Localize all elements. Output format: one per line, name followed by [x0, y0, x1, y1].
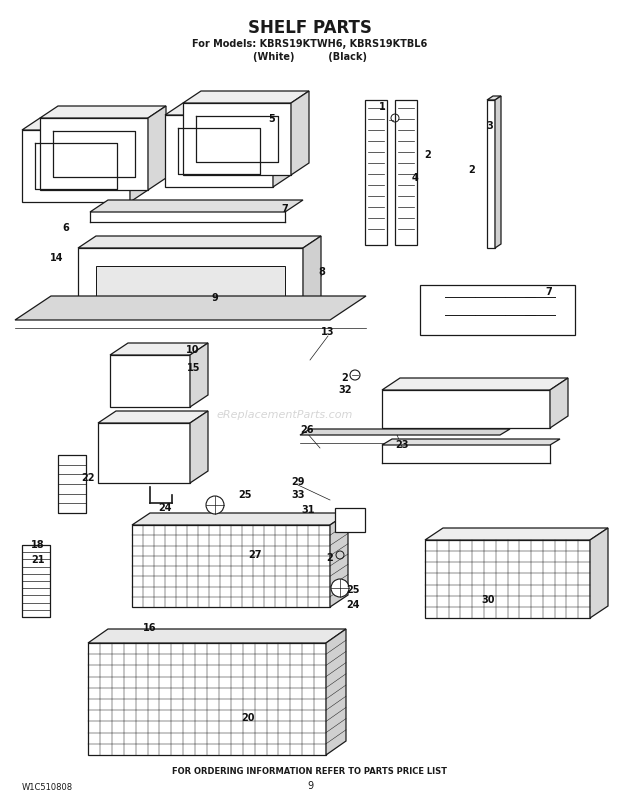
Text: 21: 21	[31, 555, 45, 565]
Polygon shape	[96, 266, 285, 298]
Text: 25: 25	[238, 490, 252, 500]
Polygon shape	[110, 343, 208, 355]
Text: 3: 3	[487, 121, 494, 131]
Polygon shape	[382, 439, 560, 445]
Polygon shape	[132, 513, 348, 525]
Polygon shape	[98, 423, 190, 483]
Polygon shape	[190, 411, 208, 483]
Polygon shape	[88, 629, 346, 643]
Text: 25: 25	[346, 585, 360, 595]
Text: (White)          (Black): (White) (Black)	[253, 52, 367, 62]
Text: 2: 2	[342, 373, 348, 383]
Text: 14: 14	[50, 253, 64, 263]
Text: 26: 26	[300, 425, 314, 435]
Polygon shape	[382, 378, 568, 390]
Circle shape	[331, 579, 349, 597]
Text: 20: 20	[241, 713, 255, 723]
Text: W1C510808: W1C510808	[22, 784, 73, 792]
Polygon shape	[22, 545, 50, 617]
Polygon shape	[88, 643, 326, 755]
Text: 7: 7	[281, 204, 288, 214]
Circle shape	[206, 496, 224, 514]
Polygon shape	[132, 525, 330, 607]
Text: 32: 32	[339, 385, 352, 395]
Text: 23: 23	[396, 440, 409, 450]
Polygon shape	[78, 236, 321, 248]
Polygon shape	[487, 100, 495, 248]
Text: 33: 33	[291, 490, 305, 500]
Polygon shape	[395, 100, 417, 245]
Text: 13: 13	[321, 327, 335, 337]
Polygon shape	[22, 130, 130, 202]
Polygon shape	[58, 455, 86, 513]
Polygon shape	[487, 96, 501, 100]
Polygon shape	[98, 411, 208, 423]
Polygon shape	[590, 528, 608, 618]
Text: 22: 22	[81, 473, 95, 483]
Text: 15: 15	[187, 363, 201, 373]
Polygon shape	[365, 100, 387, 245]
Text: 2: 2	[327, 553, 334, 563]
Text: 2: 2	[425, 150, 432, 160]
Polygon shape	[130, 118, 148, 202]
Text: eReplacementParts.com: eReplacementParts.com	[217, 410, 353, 420]
Polygon shape	[190, 343, 208, 407]
Text: 5: 5	[268, 114, 275, 124]
Text: 8: 8	[319, 267, 326, 277]
Text: 2: 2	[469, 165, 476, 175]
Polygon shape	[40, 106, 166, 118]
Text: 9: 9	[307, 781, 313, 791]
Polygon shape	[165, 115, 273, 187]
Polygon shape	[183, 91, 309, 103]
Polygon shape	[425, 540, 590, 618]
Text: FOR ORDERING INFORMATION REFER TO PARTS PRICE LIST: FOR ORDERING INFORMATION REFER TO PARTS …	[172, 768, 448, 776]
Polygon shape	[165, 103, 291, 115]
Polygon shape	[495, 96, 501, 248]
Polygon shape	[110, 355, 190, 407]
Polygon shape	[291, 91, 309, 175]
Polygon shape	[78, 248, 303, 316]
Polygon shape	[420, 285, 575, 335]
Polygon shape	[183, 103, 291, 175]
Text: SHELF PARTS: SHELF PARTS	[248, 19, 372, 37]
Polygon shape	[15, 296, 366, 320]
Polygon shape	[425, 528, 608, 540]
Text: 31: 31	[301, 505, 315, 515]
Text: For Models: KBRS19KTWH6, KBRS19KTBL6: For Models: KBRS19KTWH6, KBRS19KTBL6	[192, 39, 428, 49]
Text: 29: 29	[291, 477, 305, 487]
Polygon shape	[148, 106, 166, 190]
Text: 10: 10	[186, 345, 200, 355]
Text: 16: 16	[143, 623, 157, 633]
Text: 24: 24	[158, 503, 172, 513]
Polygon shape	[330, 513, 348, 607]
Text: 9: 9	[211, 293, 218, 303]
Text: 24: 24	[346, 600, 360, 610]
Polygon shape	[335, 508, 365, 532]
Polygon shape	[326, 629, 346, 755]
Polygon shape	[273, 103, 291, 187]
Polygon shape	[550, 378, 568, 428]
Text: 7: 7	[546, 287, 552, 297]
Text: 6: 6	[63, 223, 69, 233]
Polygon shape	[303, 236, 321, 316]
Text: 30: 30	[481, 595, 495, 605]
Polygon shape	[40, 118, 148, 190]
Text: 18: 18	[31, 540, 45, 550]
Polygon shape	[22, 118, 148, 130]
Polygon shape	[300, 429, 510, 435]
Polygon shape	[90, 200, 303, 212]
Polygon shape	[382, 390, 550, 428]
Text: 1: 1	[379, 102, 386, 112]
Text: 4: 4	[412, 173, 418, 183]
Text: 27: 27	[248, 550, 262, 560]
